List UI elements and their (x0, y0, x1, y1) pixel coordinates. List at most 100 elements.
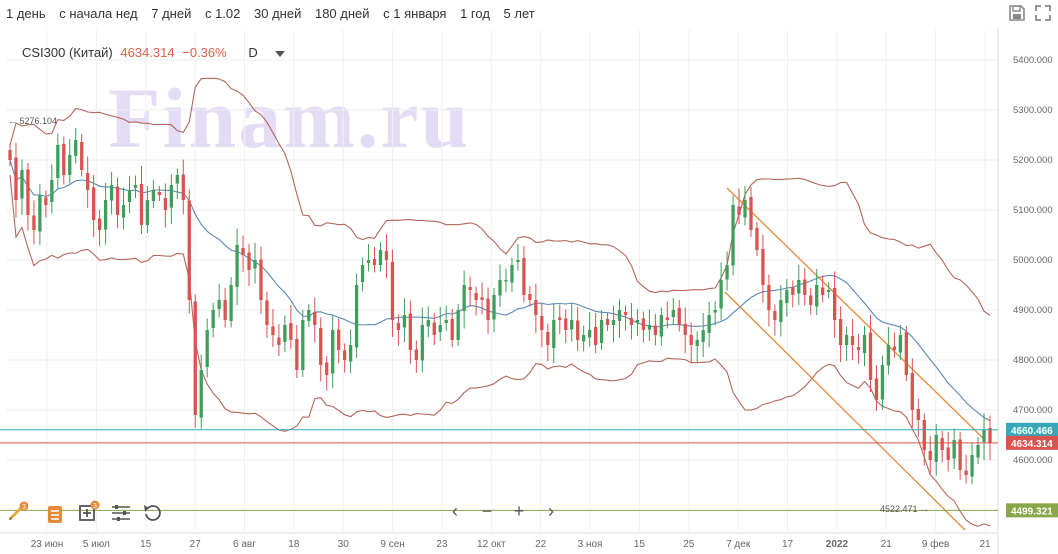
candle-body (103, 200, 108, 230)
range-30-days[interactable]: 30 дней (254, 6, 302, 21)
candle-body (916, 409, 920, 420)
candle-body (689, 335, 693, 345)
price-tag-label: 4660.466 (1011, 426, 1053, 437)
x-axis-label: 21 (979, 539, 991, 550)
candle-body (402, 315, 407, 328)
y-axis-label: 4600.000 (1013, 455, 1053, 466)
candle-body (761, 249, 765, 285)
bollinger-bands (9, 77, 991, 527)
candle-body (157, 192, 162, 195)
candle-body (504, 280, 508, 282)
candle-body (408, 313, 413, 350)
candle-body (558, 317, 562, 320)
scroll-right-button[interactable]: › (548, 500, 554, 521)
interval-dropdown-icon[interactable] (275, 50, 286, 57)
candle-body (838, 319, 843, 345)
candle-body (175, 175, 179, 184)
range-week-to-date[interactable]: с начала нед (59, 6, 138, 21)
candle-body (223, 300, 227, 320)
candle-body (271, 326, 275, 335)
candle-body (283, 325, 287, 342)
candle-body (516, 260, 520, 262)
range-year-to-date[interactable]: с 1 января (383, 6, 447, 21)
range-1-day[interactable]: 1 день (6, 6, 46, 21)
candle-body (492, 295, 496, 320)
reset-icon[interactable] (142, 502, 164, 524)
x-axis-label: 9 фев (922, 538, 949, 550)
settings-icon[interactable] (110, 502, 132, 524)
lower-band-line (9, 174, 991, 527)
x-axis-label: 21 (881, 539, 893, 550)
price-change: −0.36% (182, 45, 227, 60)
candle-body (50, 180, 54, 202)
candle-body (886, 345, 891, 366)
x-axis-label: 23 июн (31, 539, 64, 550)
zoom-in-button[interactable]: + (513, 500, 525, 521)
candle-body (414, 349, 418, 360)
zoom-out-button[interactable]: − (481, 500, 493, 521)
x-axis-label: 9 сен (380, 539, 404, 550)
range-1-year[interactable]: 1 год (460, 6, 490, 21)
candle-body (486, 298, 490, 320)
y-axis-label: 5100.000 (1013, 205, 1053, 216)
candle-body (617, 310, 622, 321)
candle-body (229, 285, 233, 321)
candle-body (540, 316, 544, 330)
candle-body (904, 332, 908, 375)
y-axis-label: 5200.000 (1013, 155, 1053, 166)
candle-body (360, 265, 365, 282)
candle-body (307, 310, 311, 321)
candle-body (342, 350, 347, 360)
candle-body (384, 251, 389, 260)
candle-body (145, 200, 150, 225)
moving-average-line (9, 159, 991, 422)
candle-body (862, 335, 867, 353)
candle-body (38, 195, 42, 232)
fullscreen-icon[interactable] (1034, 4, 1052, 22)
range-selector: 1 день с начала нед 7 дней с 1.02 30 дне… (6, 6, 545, 21)
range-180-days[interactable]: 180 дней (314, 6, 370, 21)
orders-icon[interactable] (44, 503, 66, 525)
draw-tool-icon[interactable]: 3 (6, 501, 28, 523)
candle-body (277, 337, 281, 345)
candle-body (390, 262, 395, 320)
candle-body (325, 362, 329, 375)
price-tag (1006, 435, 1058, 450)
candle-body (331, 330, 335, 374)
candle-body (958, 439, 962, 470)
candle-body (850, 336, 855, 345)
candle-body (605, 319, 610, 325)
x-axis-label: 5 июл (83, 539, 110, 550)
candle-body (779, 300, 783, 322)
candle-body (737, 206, 741, 215)
candle-body (468, 287, 472, 290)
range-since-feb-1[interactable]: с 1.02 (204, 6, 241, 21)
candle-body (946, 447, 950, 460)
period-high-label: ← 5276.104 (8, 116, 57, 126)
candle-body (641, 318, 646, 330)
candle-body (169, 185, 173, 208)
candle-body (803, 279, 807, 295)
interval-selector[interactable]: D (248, 45, 258, 60)
save-icon[interactable] (1008, 4, 1026, 22)
add-indicator-icon[interactable]: 3 (78, 500, 100, 522)
range-5-years[interactable]: 5 лет (503, 6, 535, 21)
candle-body (480, 297, 484, 300)
candle-body (372, 259, 377, 265)
scroll-left-button[interactable]: ‹ (452, 500, 458, 521)
candle-body (241, 248, 245, 255)
candle-body (259, 259, 263, 300)
candle-body (546, 332, 550, 345)
candle-body (647, 325, 652, 330)
candle-body (701, 330, 705, 342)
range-7-days[interactable]: 7 дней (151, 6, 192, 21)
candle-body (199, 370, 203, 418)
candle-body (265, 300, 269, 325)
x-axis-label: 23 (436, 539, 448, 550)
candle-body (582, 335, 586, 342)
candle-body (964, 470, 968, 475)
channel-upper-line (726, 187, 986, 441)
indicator-badge: 3 (93, 503, 97, 510)
x-axis-label: 17 (782, 539, 794, 550)
